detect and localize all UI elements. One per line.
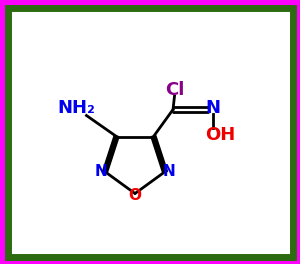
- FancyBboxPatch shape: [8, 7, 292, 257]
- Text: O: O: [128, 188, 142, 203]
- Text: OH: OH: [205, 126, 236, 144]
- Text: NH₂: NH₂: [57, 99, 95, 117]
- Text: N: N: [95, 164, 108, 179]
- Text: N: N: [162, 164, 175, 179]
- Text: Cl: Cl: [165, 81, 184, 99]
- Text: N: N: [206, 99, 220, 117]
